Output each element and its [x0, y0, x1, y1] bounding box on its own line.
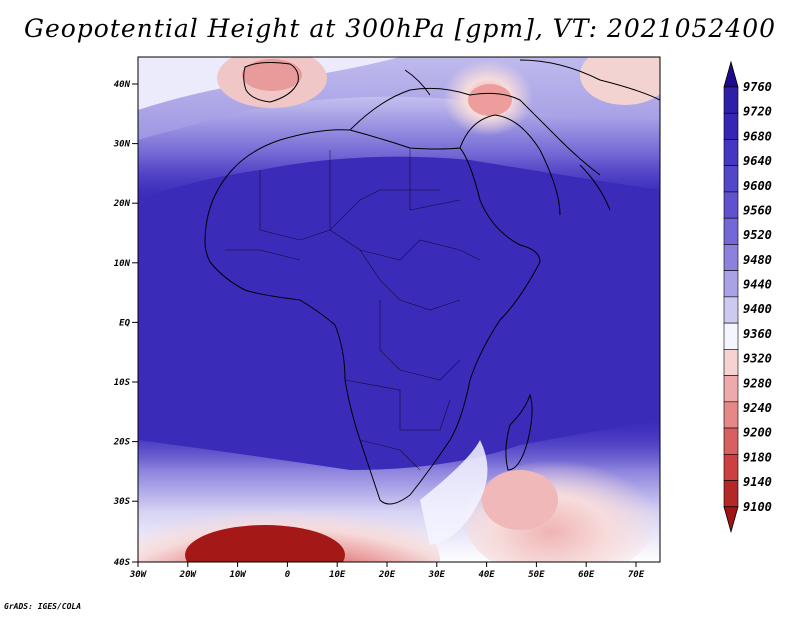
colorbar-label: 9440: [743, 278, 772, 292]
lon-tick-label: 20E: [378, 570, 396, 580]
colorbar-box: [723, 244, 739, 271]
colorbar-box: [723, 217, 739, 245]
lon-tick-label: 30E: [428, 570, 446, 580]
lon-tick-label: 30W: [129, 570, 148, 580]
colorbar-cap-bottom: [723, 506, 739, 534]
colorbar-box: [723, 86, 739, 114]
lat-tick-label: 20N: [113, 199, 131, 209]
map-title: Geopotential Height at 300hPa [gpm], VT:…: [23, 14, 777, 43]
colorbar-box: [723, 401, 739, 429]
lon-tick-label: 20W: [179, 570, 198, 580]
colorbar-box: [723, 191, 739, 219]
lat-tick-label: 40S: [114, 558, 131, 568]
lon-tick-label: 0: [285, 570, 291, 580]
colorbar-box: [723, 112, 739, 140]
colorbar-box: [723, 427, 739, 455]
colorbar-box: [723, 322, 739, 350]
colorbar-box: [723, 349, 739, 376]
lon-tick-label: 60E: [578, 570, 595, 580]
coastlines: [204, 59, 660, 505]
lat-tick-label: EQ: [119, 318, 130, 328]
colorbar-label: 9720: [743, 105, 772, 119]
colorbar-box: [723, 296, 739, 324]
colorbar-label: 9600: [743, 179, 772, 193]
lon-tick-label: 70E: [628, 570, 645, 580]
colorbar-label: 9640: [743, 154, 772, 168]
lat-tick-label: 10N: [114, 259, 131, 269]
colorbar-label: 9480: [743, 253, 772, 267]
latitude-axis: 40N 30N 20N 10N EQ 10S 20S 30S 40S: [113, 80, 138, 568]
colorbar-box: [723, 480, 739, 508]
colorbar-label: 9680: [743, 129, 772, 143]
colorbar-label: 9200: [743, 426, 772, 440]
height-field: [138, 57, 660, 562]
colorbar-label: 9100: [743, 500, 772, 514]
colorbar-box: [723, 165, 739, 193]
longitude-axis: 30W 20W 10W 0 10E 20E 30E 40E 50E 60E 70E: [129, 562, 645, 580]
credit-text: GrADS: IGES/COLA: [4, 602, 82, 611]
colorbar-box: [723, 270, 739, 298]
lat-tick-label: 30S: [113, 497, 131, 507]
colorbar-label: 9400: [743, 302, 772, 316]
colorbar-box: [723, 453, 739, 481]
colorbar-label: 9520: [743, 228, 772, 242]
lat-tick-label: 30N: [113, 140, 131, 150]
colorbar-box: [723, 139, 739, 167]
country-borders: [225, 148, 481, 471]
colorbar-cap-top: [723, 60, 739, 88]
lon-tick-label: 50E: [528, 570, 545, 580]
colorbar-label: 9560: [743, 203, 772, 217]
colorbar-label: 9360: [743, 327, 772, 341]
lat-tick-label: 10S: [114, 378, 131, 388]
colorbar-label: 9320: [743, 352, 772, 366]
lon-tick-label: 40E: [478, 570, 495, 580]
colorbar-label: 9280: [743, 376, 772, 390]
lon-tick-label: 10W: [229, 570, 247, 580]
colorbar-label: 9760: [743, 80, 772, 94]
colorbar-label: 9180: [743, 450, 772, 464]
lat-tick-label: 40N: [114, 80, 131, 90]
map-frame: [137, 56, 661, 563]
lon-tick-label: 10E: [329, 570, 346, 580]
colorbar-label: 9140: [743, 475, 772, 489]
colorbar-label: 9240: [743, 401, 772, 415]
colorbar: 9760 9720 9680 9640 9600 9560 9520 9480 9440 9400…: [723, 60, 772, 534]
lat-tick-label: 20S: [113, 438, 131, 448]
colorbar-box: [723, 375, 739, 403]
